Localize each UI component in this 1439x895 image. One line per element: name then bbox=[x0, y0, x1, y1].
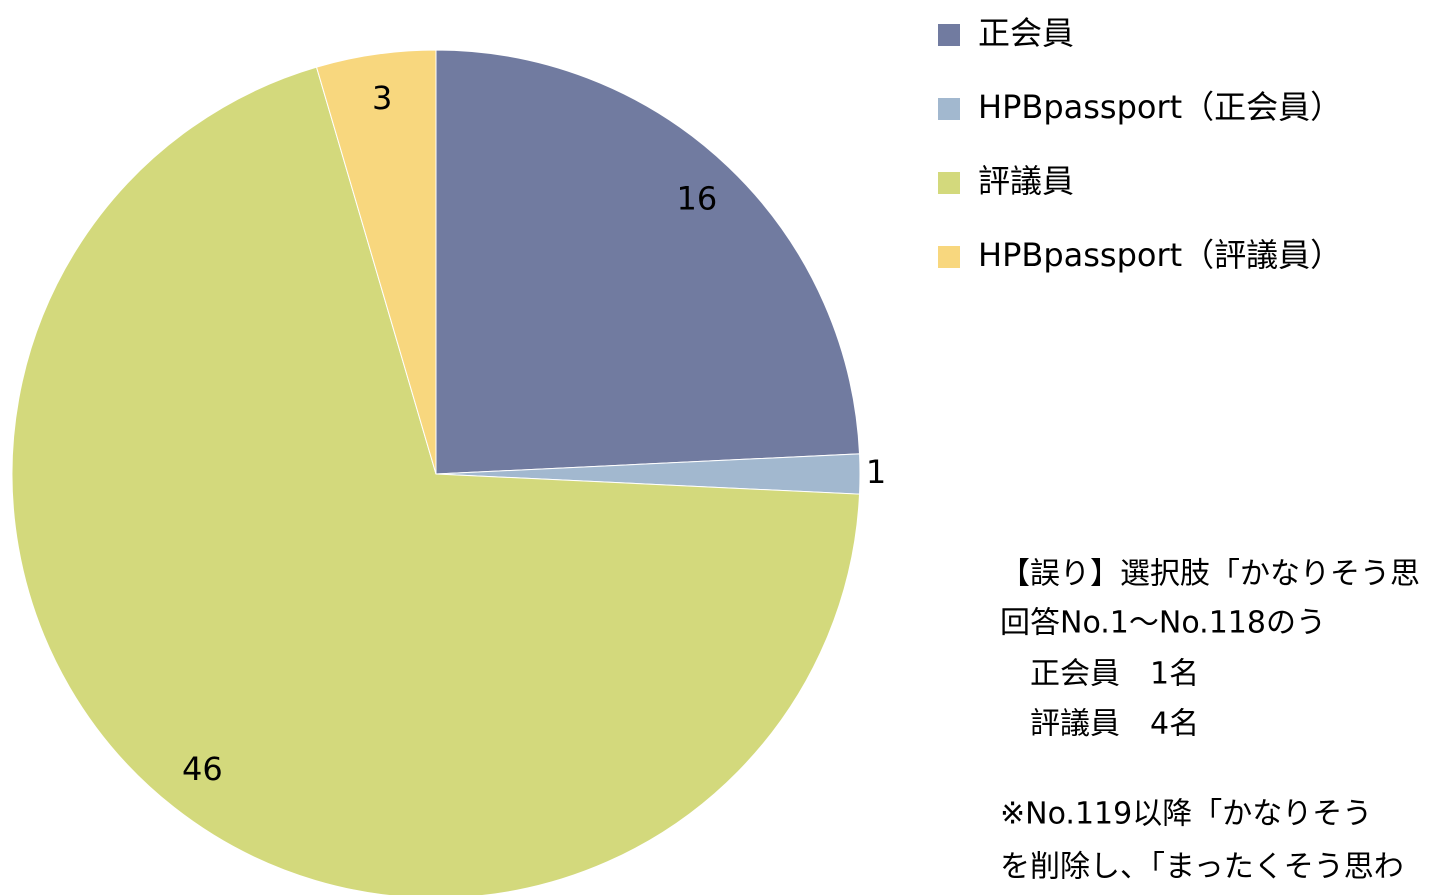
legend-swatch bbox=[938, 172, 960, 194]
legend-swatch bbox=[938, 98, 960, 120]
legend-label: HPBpassport（評議員） bbox=[978, 236, 1342, 274]
pie-slice bbox=[11, 66, 861, 895]
data-label: 3 bbox=[372, 79, 392, 117]
annotation-line: 評議員 4名 bbox=[1000, 707, 1199, 742]
legend-label: 正会員 bbox=[978, 14, 1074, 52]
legend-swatch bbox=[938, 246, 960, 268]
pie-slice bbox=[315, 49, 437, 475]
legend-swatch bbox=[938, 24, 960, 46]
pie-slice bbox=[435, 49, 861, 475]
annotation-line: ※No.119以降「かなりそう bbox=[1000, 797, 1372, 832]
annotation-line: 回答No.1～No.118のう bbox=[1000, 606, 1326, 641]
data-label: 16 bbox=[676, 179, 717, 217]
data-label: 1 bbox=[866, 453, 886, 491]
annotation-line: 正会員 1名 bbox=[1000, 657, 1199, 692]
data-label: 46 bbox=[182, 750, 223, 788]
annotation-line: を削除し、「まったくそう思わ bbox=[1000, 850, 1404, 885]
legend-label: 評議員 bbox=[978, 162, 1074, 200]
annotation-line: 【誤り】選択肢「かなりそう思 bbox=[1000, 557, 1420, 592]
legend-label: HPBpassport（正会員） bbox=[978, 88, 1342, 126]
